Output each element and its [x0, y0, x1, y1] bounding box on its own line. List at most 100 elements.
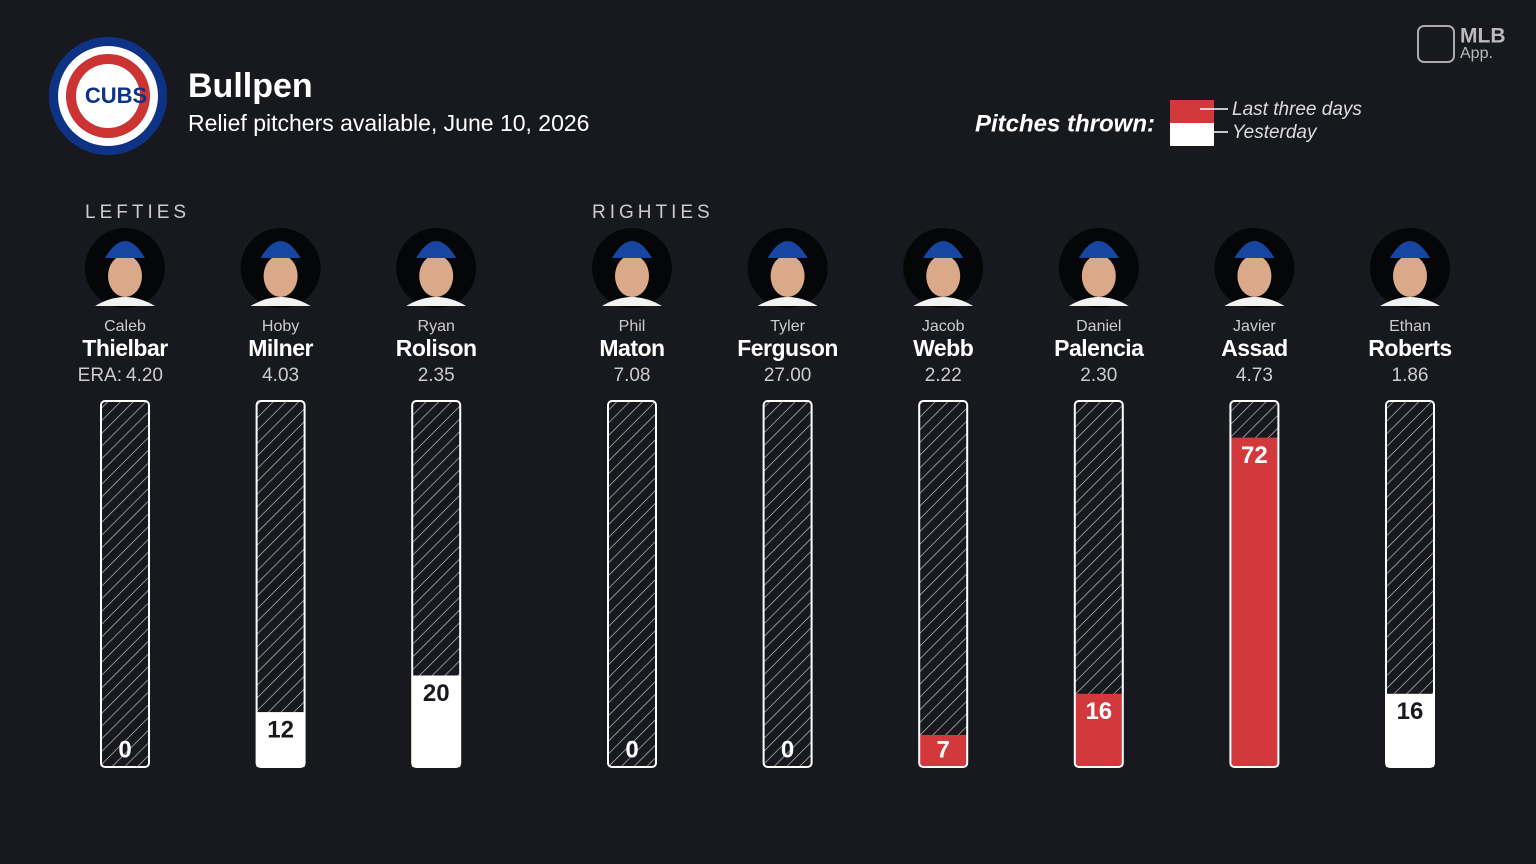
photo-jersey: [250, 297, 311, 306]
photo-cap: [105, 241, 145, 258]
last-name: Roberts: [1368, 335, 1451, 361]
team-logo: CUBS: [49, 37, 167, 155]
era: 2.35: [418, 365, 455, 386]
pitcher-photo: [592, 228, 672, 308]
first-name: Ryan: [418, 318, 455, 335]
logo-text: CUBS: [85, 83, 147, 108]
bar-outline: [1385, 400, 1435, 768]
photo-cap: [1078, 241, 1119, 258]
photo-face: [419, 255, 454, 297]
last-name: Assad: [1221, 335, 1288, 361]
last-name: Webb: [913, 335, 974, 361]
photo-cap: [416, 241, 457, 258]
photo-face: [926, 255, 961, 297]
photo-jersey: [406, 297, 467, 306]
value-label: 16: [1397, 698, 1424, 725]
pitcher-photo: [747, 228, 828, 308]
photo-jersey: [913, 297, 974, 306]
last-name: Ferguson: [737, 335, 838, 361]
bar-background: [608, 401, 656, 767]
value-label: 72: [1241, 442, 1268, 469]
pitcher-photo: [85, 228, 165, 308]
first-name: Caleb: [104, 318, 146, 335]
legend-swatch: [1170, 100, 1214, 123]
photo-face: [1393, 255, 1427, 297]
era: 2.30: [1080, 365, 1117, 386]
bar: [919, 734, 968, 767]
bar-outline: [918, 400, 969, 768]
bar-outline: [100, 400, 150, 768]
first-name: Phil: [619, 318, 646, 335]
photo-jersey: [1380, 297, 1440, 306]
photo-jersey: [757, 297, 818, 306]
photo-cap: [767, 241, 808, 258]
bar-outline: [1229, 400, 1280, 768]
photo-face: [108, 255, 142, 297]
last-name: Milner: [248, 335, 313, 361]
photo-face: [1081, 255, 1116, 297]
era: 27.00: [764, 365, 812, 386]
era: 2.22: [925, 365, 962, 386]
bar-outline: [411, 400, 462, 768]
value-label: 16: [1085, 698, 1112, 725]
bar-background: [1074, 401, 1123, 767]
photo-cap: [923, 241, 964, 258]
photo-jersey: [602, 297, 662, 306]
era: 4.73: [1236, 365, 1273, 386]
photo-face: [615, 255, 649, 297]
last-name: Rolison: [396, 335, 477, 361]
photo-cap: [1390, 241, 1430, 258]
bar-background: [919, 401, 968, 767]
bar-outline: [607, 400, 657, 768]
photo-face: [770, 255, 805, 297]
group-label: RIGHTIES: [592, 202, 714, 223]
first-name: Hoby: [262, 318, 299, 335]
first-name: Tyler: [770, 318, 805, 335]
first-name: Javier: [1233, 318, 1276, 335]
value-label: 20: [423, 680, 450, 707]
photo-jersey: [1224, 297, 1285, 306]
brand-icon: [1417, 25, 1455, 63]
bar: [256, 712, 305, 767]
subtitle: Relief pitchers available, June 10, 2026: [188, 110, 589, 136]
era-label: ERA:: [78, 365, 122, 386]
bar: [1230, 437, 1279, 767]
era: 1.86: [1392, 365, 1429, 386]
value-label: 0: [781, 736, 794, 763]
photo-cap: [612, 241, 652, 258]
bar-background: [101, 401, 149, 767]
pitcher-photo: [1370, 228, 1450, 308]
last-name: Thielbar: [82, 335, 168, 361]
first-name: Ethan: [1389, 318, 1431, 335]
value-label: 12: [267, 716, 294, 743]
last-name: Palencia: [1054, 335, 1144, 361]
photo-cap: [1234, 241, 1275, 258]
pitcher-photo: [396, 228, 477, 308]
photo-cap: [260, 241, 301, 258]
era: 4.20: [126, 365, 163, 386]
pitcher-photo: [1058, 228, 1139, 308]
legend-label: Last three days: [1232, 99, 1362, 120]
legend-swatch: [1170, 123, 1214, 146]
pitcher-photo: [1214, 228, 1295, 308]
bar: [412, 675, 461, 767]
bar-background: [1386, 401, 1434, 767]
photo-jersey: [95, 297, 155, 306]
value-label: 0: [625, 736, 638, 763]
bar-outline: [762, 400, 813, 768]
bar-background: [256, 401, 305, 767]
era: 4.03: [262, 365, 299, 386]
legend-title: Pitches thrown:: [975, 110, 1155, 137]
bar-outline: [255, 400, 306, 768]
photo-jersey: [1068, 297, 1129, 306]
value-label: 7: [937, 736, 950, 763]
era: 7.08: [614, 365, 651, 386]
brand: MLB: [1460, 25, 1506, 48]
photo-face: [263, 255, 298, 297]
pitcher-photo: [240, 228, 321, 308]
first-name: Jacob: [922, 318, 965, 335]
group-label: LEFTIES: [85, 202, 190, 223]
bar: [1074, 693, 1123, 767]
last-name: Maton: [599, 335, 664, 361]
